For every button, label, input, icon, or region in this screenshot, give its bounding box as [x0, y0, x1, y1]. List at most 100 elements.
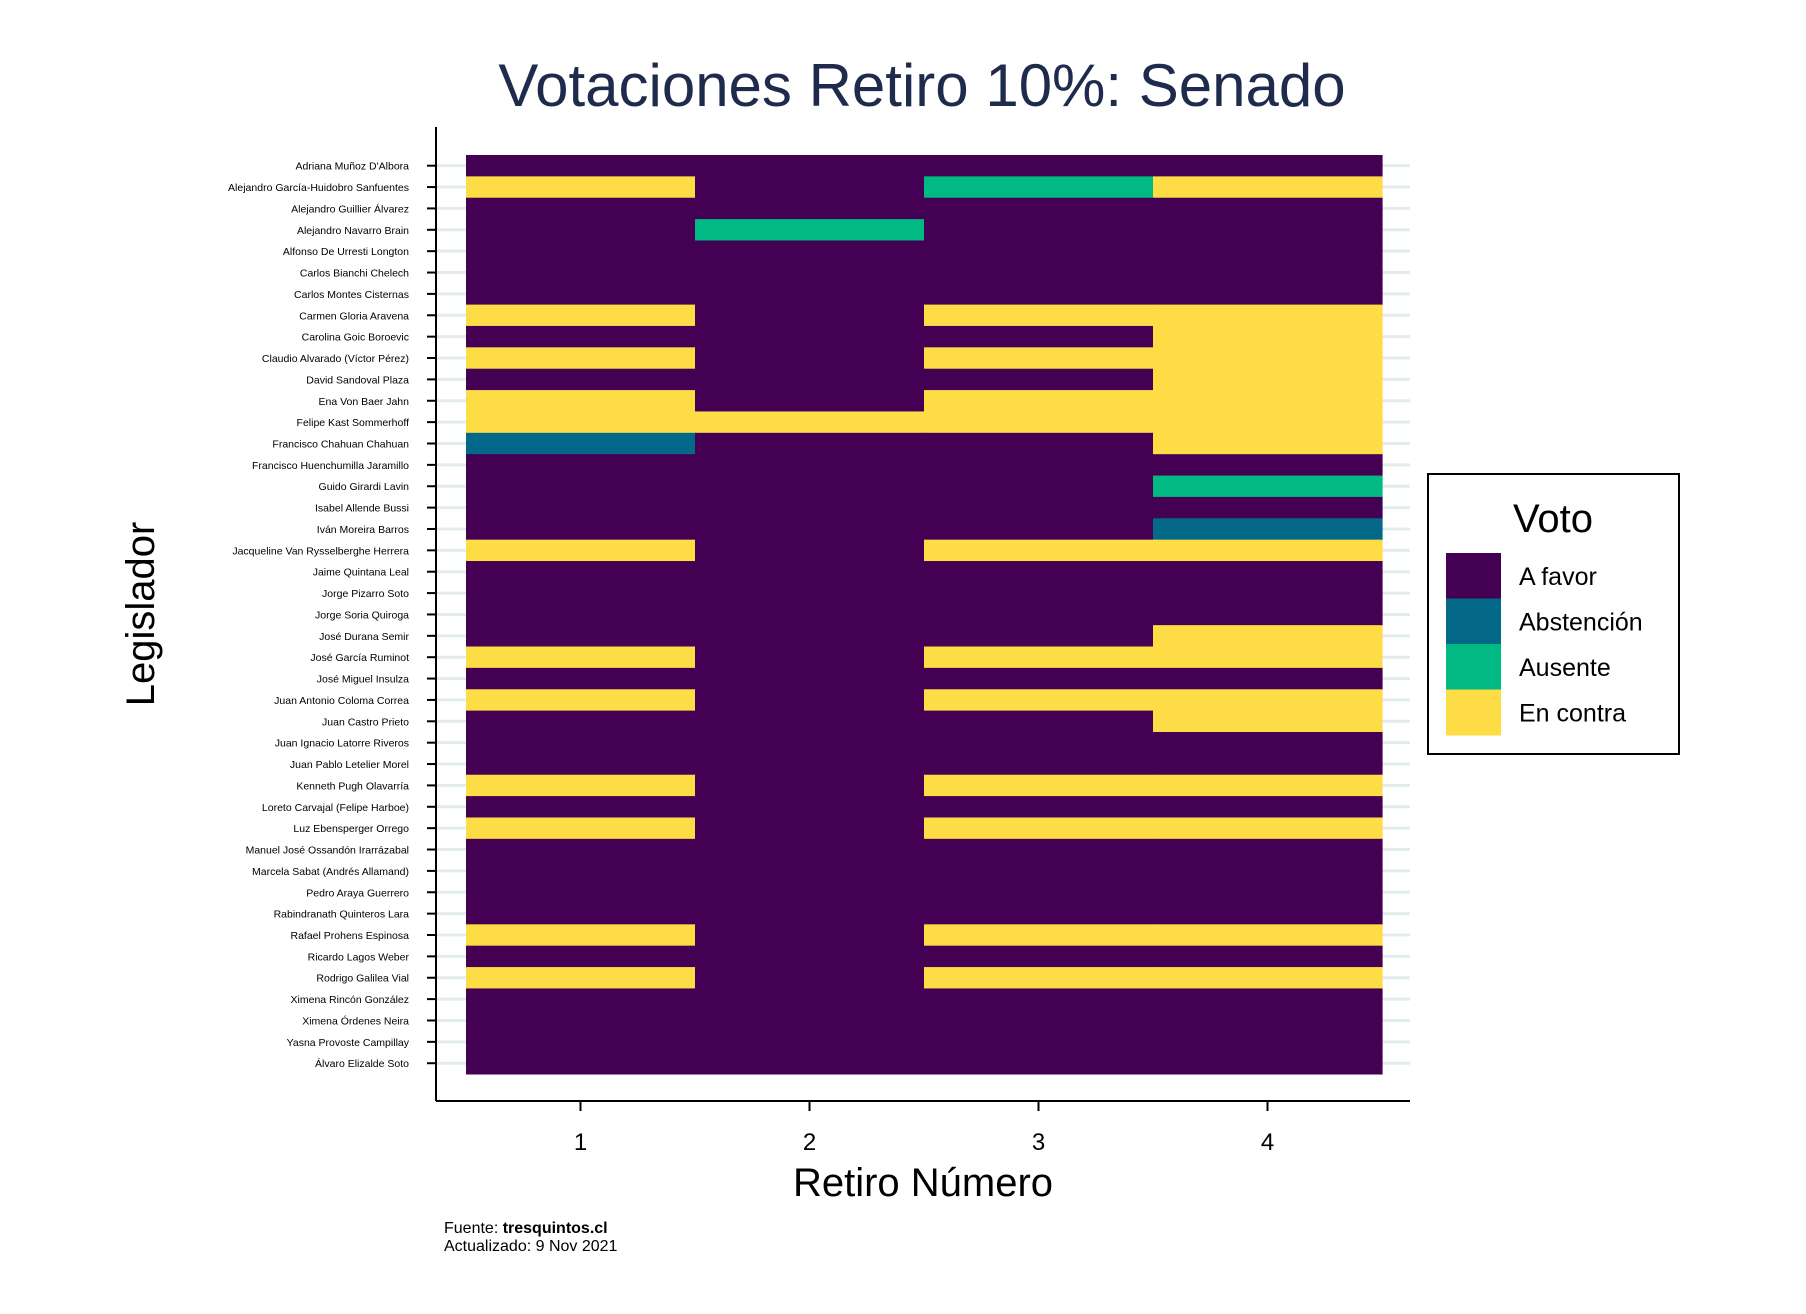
y-tick-label: Isabel Allende Bussi	[315, 503, 409, 515]
heatmap-cell	[1153, 155, 1383, 177]
heatmap-cell	[466, 411, 696, 434]
heatmap-cell	[924, 646, 1154, 669]
heatmap-cell	[924, 860, 1154, 883]
heatmap-cell	[1153, 1009, 1383, 1032]
y-tick-label: Alejandro García-Huidobro Sanfuentes	[228, 182, 409, 194]
heatmap-cell	[466, 283, 696, 306]
heatmap-cell	[1153, 582, 1383, 605]
heatmap-cell	[466, 219, 696, 242]
heatmap-cell	[695, 667, 925, 690]
heatmap-cell	[924, 753, 1154, 776]
heatmap-cell	[695, 924, 925, 947]
heatmap-cell	[924, 219, 1154, 242]
heatmap-cell	[1153, 539, 1383, 562]
heatmap-cell	[1153, 689, 1383, 712]
heatmap-cell	[466, 176, 696, 199]
heatmap-cell	[924, 667, 1154, 690]
y-tick-label: Carolina Goic Boroevic	[302, 332, 409, 344]
heatmap-cell	[1153, 667, 1383, 690]
heatmap-cell	[466, 347, 696, 370]
heatmap-cell	[924, 518, 1154, 541]
heatmap-cell	[466, 304, 696, 327]
heatmap-cell	[466, 774, 696, 797]
legend-swatch	[1446, 553, 1501, 599]
heatmap-cell	[924, 625, 1154, 648]
source-prefix: Fuente:	[444, 1220, 503, 1237]
heatmap-cell	[695, 838, 925, 861]
heatmap-cell	[1153, 197, 1383, 220]
y-tick-label: Carlos Montes Cisternas	[294, 289, 409, 301]
heatmap-cell	[695, 496, 925, 519]
heatmap-cell	[466, 625, 696, 648]
heatmap-cell	[924, 774, 1154, 797]
heatmap-cell	[695, 475, 925, 498]
y-tick-label: Jorge Soria Quiroga	[315, 609, 409, 621]
y-tick-label: Carlos Bianchi Chelech	[300, 268, 409, 280]
heatmap-cell	[1153, 240, 1383, 263]
heatmap-cell	[695, 454, 925, 477]
heatmap-cell	[924, 582, 1154, 605]
heatmap-cell	[466, 518, 696, 541]
legend-swatch	[1446, 598, 1501, 645]
heatmap-cell	[466, 838, 696, 861]
heatmap-cell	[924, 817, 1154, 840]
y-tick-label: Manuel José Ossandón Irarrázabal	[246, 845, 409, 857]
y-tick-label: Juan Ignacio Latorre Riveros	[275, 738, 409, 750]
heatmap-cell	[695, 625, 925, 648]
heatmap-cell	[695, 176, 925, 199]
heatmap-cell	[1153, 881, 1383, 904]
y-tick-label: David Sandoval Plaza	[306, 374, 409, 386]
y-tick-label: Ricardo Lagos Weber	[308, 951, 410, 963]
legend-label: En contra	[1519, 700, 1626, 728]
heatmap-cell	[466, 689, 696, 712]
y-tick-label: Jaime Quintana Leal	[313, 567, 409, 579]
heatmap-cell	[466, 1031, 696, 1054]
heatmap-cell	[1153, 838, 1383, 861]
y-tick-label: Rodrigo Galilea Vial	[316, 973, 409, 985]
heatmap-cell	[924, 902, 1154, 925]
y-tick-label: Yasna Provoste Campillay	[287, 1037, 410, 1049]
y-tick-label: José García Ruminot	[310, 652, 409, 664]
heatmap-cell	[924, 796, 1154, 819]
heatmap-cell	[695, 518, 925, 541]
heatmap-cell	[924, 1052, 1154, 1075]
heatmap-cell	[466, 753, 696, 776]
y-tick-label: Adriana Muñoz D'Albora	[296, 161, 410, 173]
legend: Voto A favor Abstención Ausente En contra	[1427, 473, 1680, 755]
heatmap-cell	[695, 902, 925, 925]
heatmap-cell	[924, 261, 1154, 284]
y-tick-label: Juan Antonio Coloma Correa	[274, 695, 409, 707]
x-axis-ticks: 1 2 3 4	[574, 1101, 1274, 1156]
heatmap-cell	[1153, 325, 1383, 348]
y-tick-label: Ximena Rincón González	[291, 994, 409, 1006]
heatmap-cell	[466, 710, 696, 733]
heatmap-cell	[924, 561, 1154, 583]
legend-title: Voto	[1513, 497, 1593, 541]
heatmap-cell	[466, 796, 696, 819]
heatmap-cell	[1153, 924, 1383, 947]
heatmap-cell	[924, 475, 1154, 498]
heatmap-cell	[695, 774, 925, 797]
legend-label: Ausente	[1519, 654, 1611, 682]
source-link[interactable]: tresquintos.cl	[502, 1220, 608, 1237]
heatmap-cell	[924, 539, 1154, 562]
heatmap-cell	[1153, 454, 1383, 477]
x-axis-label: Retiro Número	[793, 1161, 1053, 1205]
heatmap-cell	[1153, 988, 1383, 1011]
heatmap-cell	[924, 988, 1154, 1011]
heatmap-cell	[924, 689, 1154, 712]
heatmap-cell	[1153, 603, 1383, 626]
heatmap-cell	[466, 646, 696, 669]
y-tick-label: Álvaro Elizalde Soto	[315, 1057, 409, 1070]
y-tick-label: Francisco Chahuan Chahuan	[272, 438, 409, 450]
legend-swatch	[1446, 689, 1501, 736]
heatmap-cell	[695, 368, 925, 391]
legend-swatch	[1446, 644, 1501, 690]
heatmap-cell	[1153, 496, 1383, 519]
heatmap-cell	[924, 283, 1154, 306]
heatmap-cell	[695, 432, 925, 455]
y-tick-label: Rabindranath Quinteros Lara	[274, 909, 410, 921]
heatmap-cell	[466, 902, 696, 925]
heatmap-cell	[695, 731, 925, 754]
x-tick-label: 2	[803, 1129, 816, 1156]
